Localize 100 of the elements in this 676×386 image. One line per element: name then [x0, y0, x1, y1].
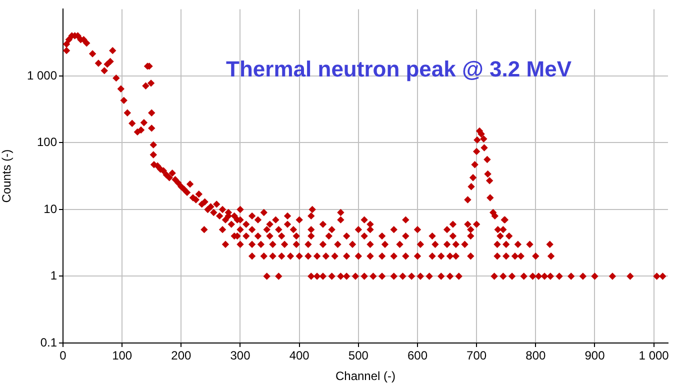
point [331, 252, 338, 260]
x-tick-label: 800 [526, 348, 546, 363]
point [491, 212, 498, 220]
point [480, 135, 488, 143]
point [556, 272, 563, 280]
x-tick-label: 500 [348, 348, 369, 363]
point [348, 240, 356, 248]
point [432, 240, 439, 248]
point [292, 232, 300, 240]
point [272, 216, 280, 224]
point [452, 240, 460, 248]
point [378, 232, 386, 240]
point [508, 272, 516, 280]
point [520, 272, 528, 280]
point [269, 240, 276, 248]
x-tick-label: 700 [466, 348, 487, 363]
point [366, 220, 374, 228]
point [319, 220, 327, 228]
point [308, 226, 315, 234]
point [449, 220, 457, 228]
point [260, 252, 268, 260]
point [292, 240, 300, 248]
point [626, 272, 634, 280]
point [540, 272, 548, 280]
point [446, 272, 454, 280]
point [484, 156, 491, 164]
point [334, 240, 342, 248]
point [464, 196, 472, 204]
point [455, 272, 462, 280]
point [472, 148, 480, 156]
point [490, 272, 498, 280]
point [494, 252, 501, 260]
point [514, 240, 522, 248]
point [313, 252, 321, 260]
text: Thermal neutron peak @ 3.2 MeV [226, 56, 572, 82]
point [402, 216, 410, 224]
point [449, 232, 457, 240]
point [275, 272, 282, 280]
y-tick-label: 10 [44, 202, 58, 216]
point [378, 272, 386, 280]
point [342, 272, 350, 280]
point [352, 272, 360, 280]
point [502, 252, 510, 260]
point [366, 252, 374, 260]
point [322, 252, 330, 260]
point [416, 272, 424, 280]
point [218, 226, 226, 234]
point [402, 252, 410, 260]
point [278, 232, 286, 240]
point [502, 240, 510, 248]
point [308, 232, 315, 240]
point [486, 177, 494, 184]
point [370, 272, 377, 280]
point [547, 252, 555, 260]
point [308, 272, 315, 280]
point [496, 232, 504, 240]
point [254, 232, 262, 240]
point [396, 240, 404, 248]
point [263, 272, 270, 280]
point [426, 272, 433, 280]
point [284, 212, 292, 220]
point [381, 240, 389, 248]
point [468, 183, 475, 190]
point [517, 252, 524, 260]
point [474, 136, 481, 144]
point [494, 226, 502, 234]
point [428, 252, 436, 260]
point [472, 220, 480, 228]
point [500, 272, 507, 280]
point [313, 272, 321, 280]
point [248, 240, 256, 248]
point [366, 226, 374, 234]
point [325, 232, 332, 240]
point [263, 226, 270, 234]
point [579, 272, 587, 280]
y-tick-label: 1 000 [26, 68, 58, 82]
point [296, 252, 303, 260]
point [390, 252, 398, 260]
point [354, 226, 362, 234]
point [337, 216, 344, 224]
x-tick-label: 300 [230, 348, 251, 363]
y-tick-label: 1 [50, 268, 58, 283]
point [248, 212, 256, 220]
point [242, 220, 250, 228]
point [319, 272, 327, 280]
point [319, 240, 327, 248]
point [408, 272, 416, 280]
point [546, 272, 554, 280]
point [257, 240, 265, 248]
point [308, 206, 316, 214]
point [486, 194, 494, 202]
point [532, 252, 540, 260]
point [242, 232, 250, 240]
point [337, 208, 344, 216]
point [342, 232, 350, 240]
x-tick-label: 0 [60, 348, 67, 363]
point [290, 226, 298, 234]
point [399, 272, 406, 280]
point [443, 240, 451, 248]
point [467, 226, 474, 234]
